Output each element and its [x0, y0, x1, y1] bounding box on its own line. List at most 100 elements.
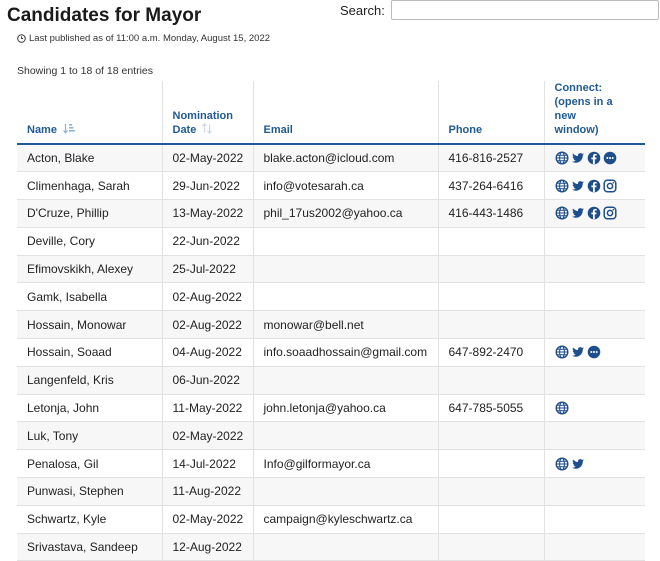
cell-phone: 647-785-5055	[437, 394, 544, 423]
column-header-connect-line3: window)	[554, 124, 599, 136]
cell-email	[252, 255, 438, 284]
cell-phone: 416-816-2527	[437, 144, 544, 173]
cell-email: Info@gilformayor.ca	[252, 449, 438, 479]
table-row: Acton, Blake 02-May-2022 blake.acton@iclou…	[17, 144, 645, 173]
column-header-connect-line1: Connect:	[554, 82, 603, 94]
cell-phone: 647-892-2470	[437, 338, 544, 367]
instagram-icon[interactable]	[602, 206, 617, 221]
cell-name: Letonja, John	[17, 394, 162, 423]
sort-ascending-icon	[63, 124, 76, 134]
table-row: Climenhaga, Sarah 29-Jun-2022 info@votesar…	[17, 171, 645, 201]
website-icon[interactable]	[554, 401, 569, 415]
connect-icons	[554, 206, 636, 221]
column-header-nomination-line2: Date	[172, 124, 197, 136]
published-text: Last published as of 11:00 a.m. Monday, …	[29, 33, 271, 44]
table-row: Letonja, John 11-May-2022 john.letonja@yah…	[17, 394, 645, 423]
cell-nomination-date: 14-Jul-2022	[161, 449, 253, 479]
cell-nomination-date: 02-May-2022	[161, 421, 253, 451]
cell-email: phil_17us2002@yahoo.ca	[252, 199, 438, 228]
column-header-phone: Phone	[437, 81, 544, 145]
table-row: Langenfeld, Kris 06-Jun-2022	[17, 366, 645, 395]
page-title: Candidates for Mayor	[7, 5, 202, 26]
cell-email	[252, 533, 438, 561]
entries-info: Showing 1 to 18 of 18 entries	[17, 65, 154, 77]
cell-email: john.letonja@yahoo.ca	[252, 394, 438, 423]
instagram-icon[interactable]	[602, 179, 617, 193]
cell-nomination-date: 29-Jun-2022	[161, 171, 253, 201]
cell-nomination-date: 04-Aug-2022	[161, 338, 253, 367]
website-icon[interactable]	[554, 151, 569, 165]
cell-nomination-date: 02-Aug-2022	[161, 282, 253, 312]
facebook-icon[interactable]	[587, 179, 601, 193]
facebook-icon[interactable]	[587, 151, 601, 165]
table-row: Luk, Tony 02-May-2022	[17, 421, 645, 451]
column-header-connect-line2: (opens in a new	[554, 96, 613, 122]
cell-phone: 416-443-1486	[437, 199, 544, 228]
cell-connect	[543, 144, 645, 173]
cell-name: Penalosa, Gil	[17, 449, 162, 479]
twitter-icon[interactable]	[571, 457, 585, 471]
cell-nomination-date: 11-May-2022	[161, 394, 253, 423]
cell-name: Gamk, Isabella	[17, 282, 162, 312]
cell-email: monowar@bell.net	[252, 310, 438, 340]
cell-name: Efimovskikh, Alexey	[17, 255, 162, 284]
cell-name: Langenfeld, Kris	[17, 366, 162, 395]
cell-nomination-date: 06-Jun-2022	[161, 366, 253, 395]
twitter-icon[interactable]	[571, 206, 585, 220]
column-header-connect: Connect: (opens in a new window)	[543, 81, 645, 145]
cell-connect	[543, 255, 645, 284]
column-header-nomination-date[interactable]: Nomination Date	[161, 81, 253, 145]
cell-email	[252, 477, 438, 506]
twitter-icon[interactable]	[571, 345, 585, 359]
website-icon[interactable]	[554, 345, 569, 359]
cell-nomination-date: 25-Jul-2022	[161, 255, 253, 284]
cell-phone	[437, 255, 544, 284]
column-header-nomination-line1: Nomination	[172, 110, 234, 122]
table-row: Efimovskikh, Alexey 25-Jul-2022	[17, 255, 645, 284]
cell-nomination-date: 02-Aug-2022	[161, 310, 253, 340]
facebook-icon[interactable]	[587, 206, 601, 220]
column-header-name[interactable]: Name	[17, 81, 162, 145]
cell-name: Deville, Cory	[17, 227, 162, 256]
connect-icons	[554, 179, 636, 193]
cell-name: Luk, Tony	[17, 421, 162, 451]
website-icon[interactable]	[554, 457, 569, 471]
table-row: Gamk, Isabella 02-Aug-2022	[17, 282, 645, 312]
cell-phone	[437, 310, 544, 340]
cell-name: Acton, Blake	[17, 144, 162, 173]
website-icon[interactable]	[554, 179, 569, 193]
cell-name: D'Cruze, Phillip	[17, 199, 162, 228]
cell-nomination-date: 22-Jun-2022	[161, 227, 253, 256]
table-body: Acton, Blake 02-May-2022 blake.acton@iclou…	[17, 144, 645, 561]
cell-connect	[543, 394, 645, 423]
twitter-icon[interactable]	[571, 151, 585, 165]
cell-phone	[437, 421, 544, 451]
cell-connect	[543, 199, 645, 228]
search-label: Search:	[340, 2, 385, 18]
cell-connect	[543, 338, 645, 367]
cell-email	[252, 421, 438, 451]
column-header-email: Email	[252, 81, 438, 145]
table-row: D'Cruze, Phillip 13-May-2022 phil_17us2002…	[17, 199, 645, 228]
cell-email: info.soaadhossain@gmail.com	[252, 338, 438, 367]
cell-connect	[543, 449, 645, 479]
table-header-row: Name Nomination Date Email	[17, 81, 645, 145]
cell-phone	[437, 505, 544, 534]
cell-connect	[543, 505, 645, 534]
table-row: Hossain, Monowar 02-Aug-2022 monowar@bell.…	[17, 310, 645, 340]
cell-email: info@votesarah.ca	[252, 171, 438, 201]
more-icon[interactable]	[603, 151, 617, 165]
cell-email	[252, 282, 438, 312]
connect-icons	[554, 345, 636, 359]
more-icon[interactable]	[587, 345, 601, 359]
cell-nomination-date: 02-May-2022	[161, 505, 253, 534]
cell-name: Schwartz, Kyle	[17, 505, 162, 534]
cell-connect	[543, 477, 645, 506]
connect-icons	[554, 401, 636, 415]
cell-phone	[437, 227, 544, 256]
search-input[interactable]	[390, 0, 659, 20]
website-icon[interactable]	[554, 206, 569, 220]
cell-phone	[437, 449, 544, 479]
table-row: Hossain, Soaad 04-Aug-2022 info.soaadhossa…	[17, 338, 645, 367]
twitter-icon[interactable]	[571, 179, 585, 193]
